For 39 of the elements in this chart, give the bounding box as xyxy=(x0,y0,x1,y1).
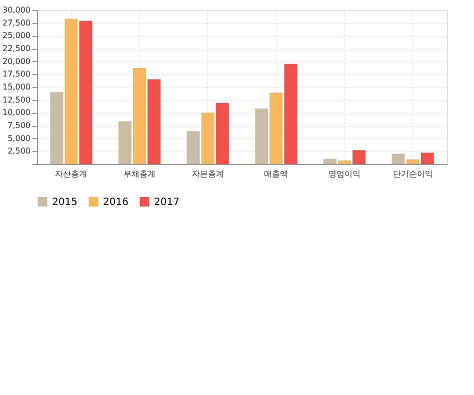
y-tick-label: 7,500 xyxy=(8,121,30,130)
bar xyxy=(216,102,229,164)
legend-label: 2016 xyxy=(103,196,128,208)
bar xyxy=(352,150,366,164)
x-tick-label: 단기순이익 xyxy=(392,170,433,178)
bar xyxy=(186,131,200,164)
bar xyxy=(148,79,161,164)
bar xyxy=(392,154,405,164)
bar xyxy=(338,160,351,164)
y-tick-label: 12,500 xyxy=(2,95,30,104)
x-tick-label: 부채총계 xyxy=(124,170,156,178)
x-tick-label: 자산총계 xyxy=(55,170,88,178)
bar xyxy=(270,92,283,164)
bar xyxy=(284,64,298,164)
y-tick-label: 20,000 xyxy=(2,56,30,66)
bar xyxy=(133,68,146,164)
y-tick-label: 5,000 xyxy=(8,134,30,143)
bar xyxy=(79,20,92,164)
y-tick-label: 15,000 xyxy=(2,82,30,92)
y-tick-label: 2,500 xyxy=(8,146,30,156)
x-tick-label: 매출액 xyxy=(264,170,288,178)
x-tick-label: 영업이익 xyxy=(328,170,360,178)
bar xyxy=(323,158,336,164)
bar xyxy=(406,159,420,164)
legend-label: 2017 xyxy=(154,196,180,208)
bar xyxy=(255,108,268,164)
bar xyxy=(118,121,132,164)
x-tick-label: 자본총계 xyxy=(192,170,224,178)
bar xyxy=(50,92,64,164)
y-tick-label: 17,500 xyxy=(2,70,30,79)
bar xyxy=(420,152,434,164)
bar xyxy=(64,18,78,164)
bar xyxy=(201,112,214,164)
y-tick-label: 25,000 xyxy=(2,31,30,40)
y-tick-label: 22,500 xyxy=(2,44,30,53)
y-tick-label: 10,000 xyxy=(2,108,30,118)
legend-label: 2015 xyxy=(52,196,78,208)
y-tick-label: 27,500 xyxy=(2,18,30,28)
y-tick-label: 30,000 xyxy=(2,6,30,14)
